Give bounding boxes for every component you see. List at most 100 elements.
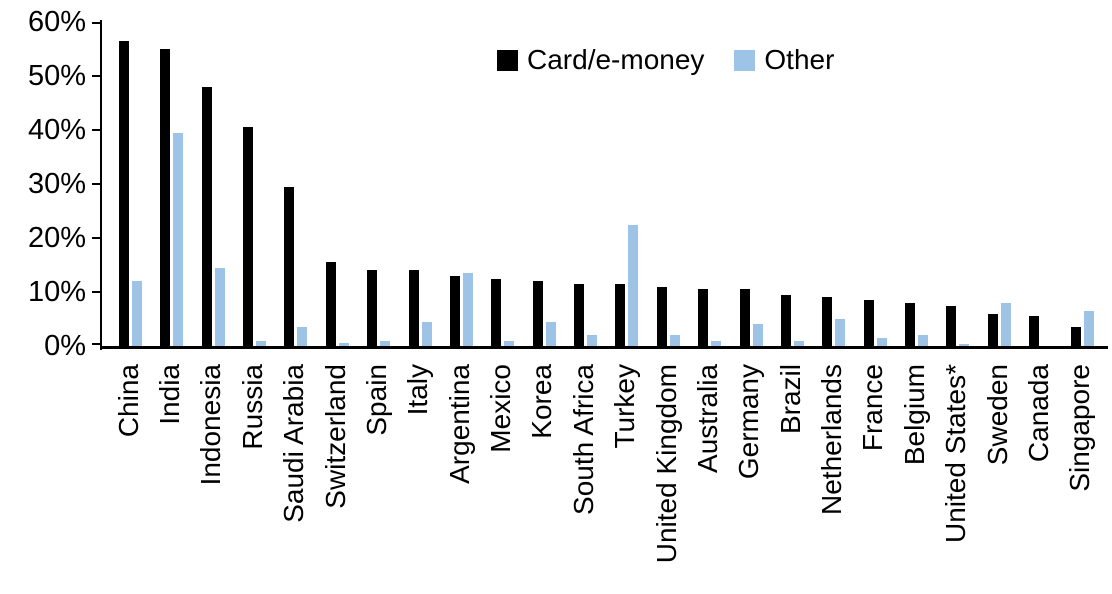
category-slot-spain <box>350 22 391 346</box>
x-label-slot: Italy <box>392 364 433 594</box>
x-label-slot: Spain <box>350 364 392 594</box>
x-label-slot: Belgium <box>888 364 930 594</box>
x-label-slot: Russia <box>226 364 268 594</box>
bar-other-korea <box>545 321 556 346</box>
x-axis-label-netherlands: Netherlands <box>816 364 848 515</box>
x-axis-label-united-states: United States* <box>940 364 972 543</box>
x-label-slot: Korea <box>516 364 557 594</box>
y-axis-labels: 60% 50% 40% 30% 20% 10% 0% <box>0 7 86 361</box>
x-label-slot: Sweden <box>971 364 1013 594</box>
category-slot-korea <box>516 22 557 346</box>
y-tick-mark <box>92 183 100 185</box>
x-axis-label-india: India <box>154 364 186 425</box>
x-axis-label-mexico: Mexico <box>485 364 517 453</box>
bar-card-e-money-russia <box>243 127 253 346</box>
y-tick-label: 30% <box>27 168 86 200</box>
category-slot-singapore <box>1054 22 1095 346</box>
category-slot-belgium <box>888 22 929 346</box>
bar-card-e-money-france <box>863 300 874 346</box>
category-slot-saudi-arabia <box>268 22 309 346</box>
category-slot-indonesia <box>185 22 226 346</box>
y-tick-label: 20% <box>27 222 86 254</box>
x-axis-label-brazil: Brazil <box>774 364 806 435</box>
bar-card-e-money-singapore <box>1070 327 1081 346</box>
bar-other-india <box>173 132 184 346</box>
y-axis-ticks <box>92 22 100 346</box>
bar-card-e-money-united-states <box>946 305 957 346</box>
x-label-slot: United Kingdom <box>640 364 682 594</box>
bar-other-argentina <box>462 273 473 346</box>
category-slot-brazil <box>764 22 805 346</box>
x-label-slot: Turkey <box>599 364 640 594</box>
category-slot-mexico <box>474 22 515 346</box>
category-slot-sweden <box>971 22 1012 346</box>
x-axis-label-korea: Korea <box>526 364 558 439</box>
x-axis-label-spain: Spain <box>360 364 392 436</box>
x-label-slot: Netherlands <box>805 364 848 594</box>
legend-item-other: Other <box>734 44 834 76</box>
y-axis-line <box>100 20 102 350</box>
bar-card-e-money-switzerland <box>325 262 336 346</box>
bar-card-e-money-argentina <box>449 275 460 346</box>
y-tick-mark <box>92 129 100 131</box>
y-tick-mark <box>92 22 100 24</box>
x-axis-label-indonesia: Indonesia <box>195 364 227 486</box>
bar-other-germany <box>752 324 763 346</box>
x-axis-label-united-kingdom: United Kingdom <box>650 364 682 564</box>
x-label-slot: Argentina <box>433 364 475 594</box>
x-label-slot: United States* <box>930 364 971 594</box>
bar-other-china <box>131 281 142 346</box>
category-slot-united-states <box>930 22 971 346</box>
bar-card-e-money-australia <box>698 289 709 346</box>
legend-swatch-other <box>734 49 756 71</box>
category-slot-united-kingdom <box>640 22 681 346</box>
bar-card-e-money-sweden <box>987 313 998 346</box>
x-axis-label-france: France <box>857 364 889 452</box>
x-axis-line <box>100 346 1108 349</box>
bar-card-e-money-belgium <box>905 302 915 346</box>
bar-other-russia <box>256 340 266 346</box>
plot-area <box>102 22 1095 346</box>
category-slot-italy <box>392 22 433 346</box>
bar-card-e-money-south-africa <box>574 283 584 346</box>
category-slot-argentina <box>433 22 474 346</box>
x-label-slot: Brazil <box>764 364 806 594</box>
y-tick-mark <box>92 237 100 239</box>
bar-other-mexico <box>504 340 515 346</box>
category-slot-china <box>102 22 143 346</box>
x-label-slot: Mexico <box>474 364 517 594</box>
bar-card-e-money-korea <box>532 281 543 346</box>
x-axis-label-switzerland: Switzerland <box>319 364 351 509</box>
x-axis-label-south-africa: South Africa <box>567 364 599 515</box>
category-slot-australia <box>681 22 722 346</box>
x-axis-label-australia: Australia <box>691 364 723 473</box>
x-label-slot: France <box>847 364 888 594</box>
bar-card-e-money-netherlands <box>822 297 833 346</box>
y-tick-label: 60% <box>27 6 86 38</box>
x-axis-label-argentina: Argentina <box>443 364 475 484</box>
bar-card-e-money-saudi-arabia <box>284 186 295 346</box>
x-label-slot: Australia <box>681 364 723 594</box>
category-slot-south-africa <box>557 22 598 346</box>
legend: Card/e-money Other <box>497 44 834 76</box>
bar-card-e-money-germany <box>739 289 750 346</box>
category-slot-russia <box>226 22 267 346</box>
bar-other-sweden <box>1000 302 1011 346</box>
x-axis-label-italy: Italy <box>402 364 434 416</box>
x-axis-label-canada: Canada <box>1022 364 1054 463</box>
category-slot-germany <box>723 22 764 346</box>
x-label-slot: Canada <box>1012 364 1054 594</box>
bar-card-e-money-china <box>118 40 129 346</box>
category-slot-turkey <box>599 22 640 346</box>
x-axis-label-sweden: Sweden <box>981 364 1013 466</box>
bar-card-e-money-brazil <box>780 294 791 346</box>
y-tick-mark <box>92 75 100 77</box>
bar-other-united-states <box>959 344 970 346</box>
legend-swatch-card-e-money <box>497 49 518 71</box>
legend-item-card-e-money: Card/e-money <box>497 44 704 76</box>
bar-card-e-money-india <box>160 49 171 346</box>
x-label-slot: Switzerland <box>309 364 351 594</box>
category-slot-france <box>847 22 888 346</box>
y-tick-label: 0% <box>44 330 86 362</box>
